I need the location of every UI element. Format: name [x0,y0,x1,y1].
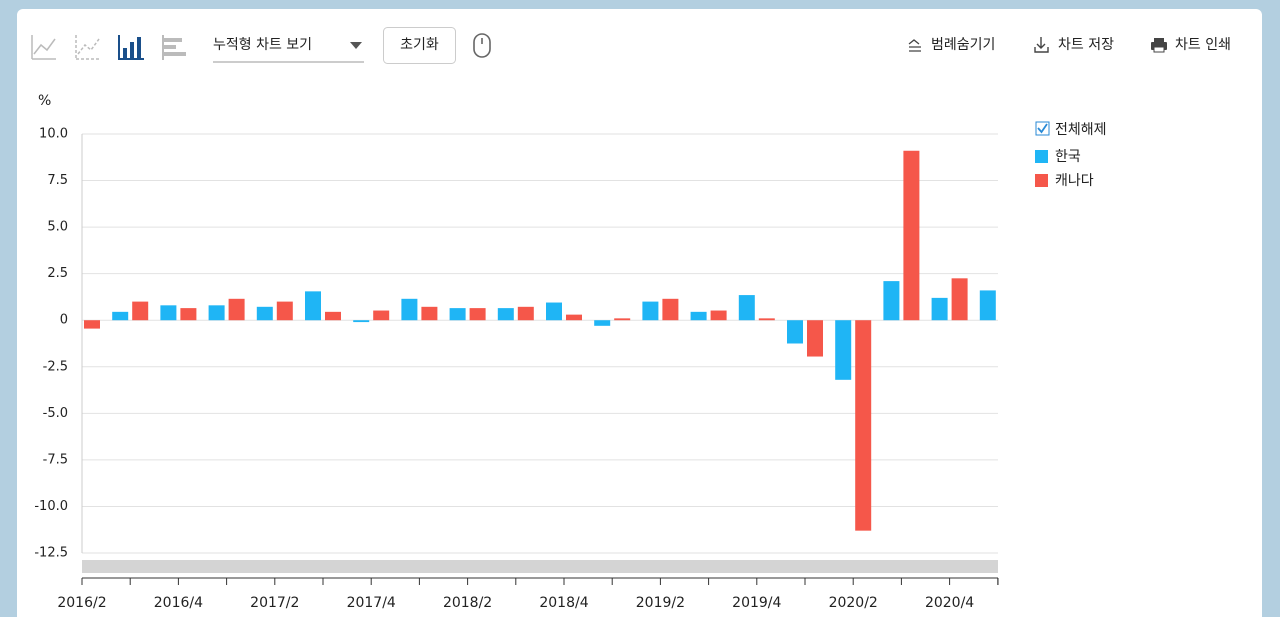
bar [132,301,149,321]
bar [353,320,370,323]
bar [469,308,486,321]
legend-label: 캐나다 [1055,173,1094,189]
legend-toggle[interactable]: 전체해제 [1055,122,1107,138]
bar [855,320,872,531]
bar [690,311,707,321]
x-tick-label: 2016/4 [154,595,203,611]
y-tick-label: -12.5 [34,546,68,561]
x-tick-label: 2019/4 [732,595,781,611]
y-tick-label: -5.0 [43,406,68,421]
bar [160,305,177,321]
y-tick-label: 0 [60,313,68,328]
print[interactable]: 차트 인쇄 [1175,37,1231,53]
bar [497,308,514,321]
bar [951,278,968,321]
y-tick-label: 10.0 [39,127,68,142]
bar [710,310,727,321]
area-chart-icon[interactable] [75,35,100,60]
bar [931,297,948,321]
bar [758,318,775,321]
scrollbar[interactable] [82,560,998,573]
bar [421,306,438,321]
x-tick-label: 2020/4 [925,595,974,611]
check-mark [1037,123,1048,134]
hide-legend-icon[interactable] [908,39,921,52]
bar [594,320,611,326]
save[interactable]: 차트 저장 [1058,37,1114,53]
bar [84,320,100,329]
bar [208,305,225,321]
bar [738,295,755,321]
legend-swatch [1035,150,1048,163]
x-tick-label: 2018/4 [539,595,588,611]
bar [566,314,582,321]
reset-button[interactable] [383,27,456,64]
bar [228,298,245,321]
y-unit: % [38,93,51,109]
bar [662,298,679,321]
hbar-chart-icon[interactable] [162,35,186,60]
line-chart-icon[interactable] [31,35,56,60]
bar [373,310,390,321]
bar [449,308,466,321]
y-tick-label: -2.5 [43,359,68,374]
x-tick-label: 2017/4 [347,595,396,611]
reset-label: 초기화 [400,37,439,53]
bar [546,302,562,321]
bar [979,290,996,321]
legend-label: 한국 [1055,149,1081,165]
y-tick-label: 7.5 [47,173,68,188]
bar [903,150,920,321]
x-tick-label: 2020/2 [829,595,878,611]
bar [517,306,534,321]
panel [17,9,1262,617]
bar [614,318,631,321]
bar [276,301,293,321]
bars [84,150,996,531]
mouse-icon[interactable] [473,33,491,58]
bar [180,308,197,321]
hide-legend[interactable]: 범례숨기기 [931,37,995,53]
x-tick-label: 2017/2 [250,595,299,611]
bar [112,311,129,321]
view-select[interactable]: 누적형 차트 보기 [213,37,312,53]
bar [256,306,273,321]
x-tick-label: 2019/2 [636,595,685,611]
x-tick-label: 2018/2 [443,595,492,611]
y-tick-label: -7.5 [43,452,68,467]
dropdown-arrow[interactable] [350,42,362,49]
save-icon[interactable] [1034,37,1049,53]
bar [807,320,823,357]
bar [787,320,803,344]
bar [305,291,321,321]
bar [883,281,900,321]
y-tick-label: -10.0 [34,499,68,514]
bar [835,320,852,380]
y-tick-label: 2.5 [47,266,68,281]
bar-chart-icon[interactable] [118,35,144,60]
y-tick-label: 5.0 [47,220,68,235]
print-icon[interactable] [1151,38,1167,53]
x-tick-label: 2016/2 [57,595,106,611]
bar [642,301,659,321]
legend-swatch [1035,174,1048,187]
bar [401,298,418,321]
bar [325,311,341,321]
